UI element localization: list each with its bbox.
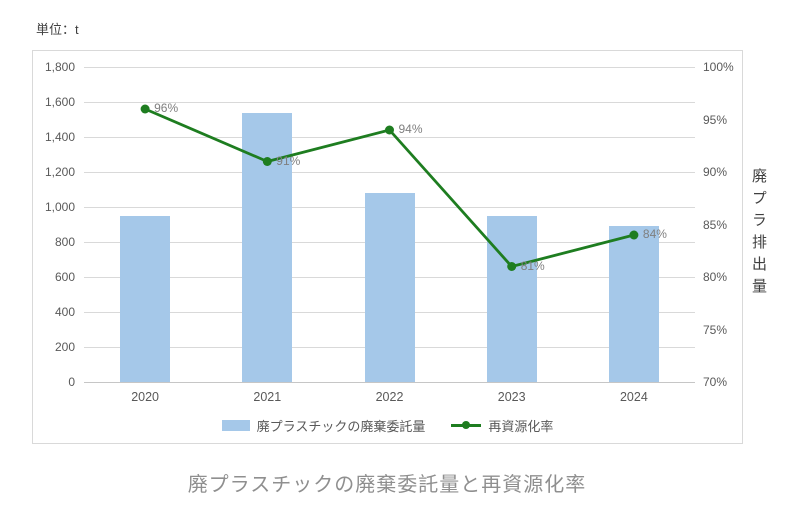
bar-2022: [364, 193, 415, 382]
line-legend-swatch-icon: [451, 420, 482, 431]
right-axis-tick: 90%: [703, 165, 728, 179]
left-axis-tick: 800: [54, 235, 75, 249]
point-label-2023: 81%: [520, 258, 545, 273]
chart-frame: 0 200 400 600 800 1,000 1,200 1,400 1,600 1,800 70…: [32, 50, 743, 444]
data-point-2024: [629, 230, 639, 240]
legend: 廃プラスチックの廃棄委託量 再資源化率: [33, 415, 742, 435]
right-axis-title: 廃プラ排出量: [750, 168, 767, 300]
recycle-rate-line-layer: [140, 104, 639, 271]
right-axis-tick: 80%: [703, 270, 728, 284]
data-point-2021: [262, 157, 272, 166]
right-axis-tick: 100%: [703, 60, 734, 74]
data-point-2022: [385, 125, 394, 135]
bar-legend-swatch-icon: [221, 419, 250, 431]
left-axis-tick: 1,600: [44, 95, 75, 109]
x-axis-label: 2020: [131, 390, 159, 404]
right-axis-tick: 85%: [703, 217, 728, 232]
data-point-2020: [140, 104, 150, 114]
right-axis-tick: 95%: [703, 112, 728, 127]
gridline: [84, 136, 695, 138]
bar-legend-label: 廃プラスチックの廃棄委託量: [256, 418, 426, 434]
gridline: [84, 66, 695, 68]
left-axis-tick: 400: [54, 305, 75, 319]
point-label-2020: 96%: [154, 101, 179, 115]
legend-item-bar: 廃プラスチックの廃棄委託量: [221, 416, 426, 435]
chart-title: 廃プラスチックの廃棄委託量と再資源化率: [187, 474, 587, 496]
x-axis-label: 2023: [497, 390, 526, 404]
unit-label: 単位：t: [36, 22, 79, 37]
line-legend-dot: [462, 421, 471, 429]
bar-2020: [120, 215, 171, 382]
point-label-2024: 84%: [642, 227, 667, 241]
plot-area: 0 200 400 600 800 1,000 1,200 1,400 1,600 1,800 70…: [45, 60, 734, 404]
gridline: [84, 171, 695, 173]
x-axis-label: 2021: [253, 390, 282, 404]
gridline: [84, 101, 695, 103]
bar-2024: [608, 226, 659, 382]
left-axis-tick: 600: [54, 270, 75, 284]
line-legend-label: 再資源化率: [488, 418, 554, 434]
left-axis-tick: 0: [68, 375, 75, 389]
right-axis-tick: 70%: [703, 375, 728, 389]
x-axis-label: 2024: [619, 390, 648, 404]
data-point-2023: [507, 262, 517, 271]
right-axis-tick: 75%: [703, 322, 728, 337]
left-axis-tick: 1,400: [44, 130, 75, 144]
x-axis-label: 2022: [375, 390, 404, 404]
left-axis-tick: 1,000: [44, 200, 75, 214]
point-label-2021: 91%: [276, 153, 301, 168]
legend-item-line: 再資源化率: [451, 416, 553, 435]
bar-2023: [486, 215, 537, 382]
left-axis-tick: 1,200: [44, 165, 75, 179]
left-axis-tick: 200: [54, 340, 75, 354]
x-axis-line: [84, 381, 695, 383]
left-axis-tick: 1,800: [44, 60, 75, 74]
point-label-2022: 94%: [398, 122, 423, 136]
